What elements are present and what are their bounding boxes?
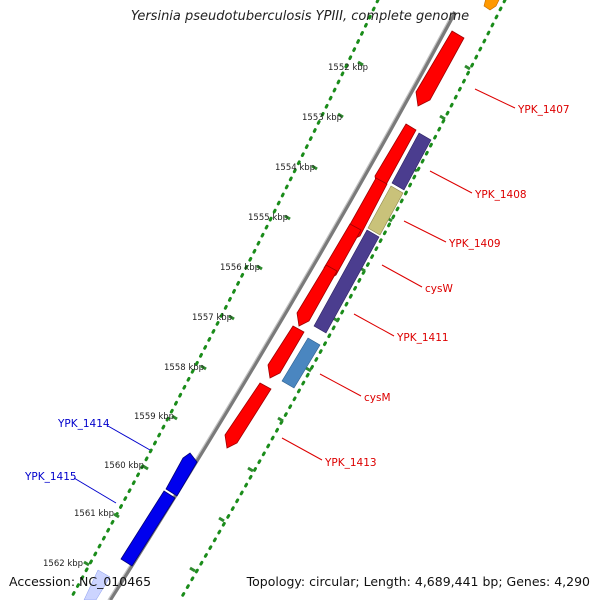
ruler-ticks xyxy=(83,60,364,567)
gene-ypk-1414 xyxy=(165,452,198,497)
forward-genes xyxy=(224,30,465,449)
tick-label-1562: 1562 kbp xyxy=(43,559,83,569)
gene-cysm xyxy=(267,325,305,379)
gene-labels: YPK_1407 YPK_1408 YPK_1409 cysW YPK_1411… xyxy=(24,104,570,483)
tick-mark xyxy=(200,364,207,371)
tick-label-1560: 1560 kbp xyxy=(104,461,144,471)
tick-label-1558: 1558 kbp xyxy=(164,363,204,373)
tick-mark xyxy=(337,112,344,119)
label-ypk-1409: YPK_1409 xyxy=(448,238,501,250)
tick-mark xyxy=(228,314,235,321)
tick-mark xyxy=(83,560,90,567)
tick-label-1554: 1554 kbp xyxy=(275,163,315,173)
accession-text: Accession: NC_010465 xyxy=(9,574,152,589)
label-ypk-1408: YPK_1408 xyxy=(474,189,527,201)
leader-ypk-1408 xyxy=(429,170,473,194)
label-ypk-1414: YPK_1414 xyxy=(57,418,110,430)
tick-labels: 1552 kbp 1553 kbp 1554 kbp 1555 kbp 1556… xyxy=(43,63,368,569)
tick-label-1559: 1559 kbp xyxy=(134,412,174,422)
label-ypk-1411: YPK_1411 xyxy=(396,332,449,344)
tick-label-1556: 1556 kbp xyxy=(220,263,260,273)
reverse-genes xyxy=(83,452,198,600)
tick-label-1552: 1552 kbp xyxy=(328,63,368,73)
leader-cysm xyxy=(319,373,362,397)
leader-ypk-1415 xyxy=(73,477,117,504)
tick-mark xyxy=(284,214,291,221)
label-ypk-1415: YPK_1415 xyxy=(24,471,77,483)
inner-track-features xyxy=(281,132,432,389)
tick-mark xyxy=(357,60,364,67)
tick-mark xyxy=(311,164,318,171)
leader-ypk-1409 xyxy=(403,220,447,243)
label-cysm: cysM xyxy=(364,392,391,404)
genome-summary-text: Topology: circular; Length: 4,689,441 bp… xyxy=(246,574,590,589)
tick-mark xyxy=(113,512,120,519)
label-ypk-1413: YPK_1413 xyxy=(324,457,377,469)
faded-gene-bottom xyxy=(83,569,111,600)
gene-ypk-1415 xyxy=(120,490,176,567)
purple-feature-1 xyxy=(391,132,432,191)
map-title: Yersinia pseudotuberculosis YPIII, compl… xyxy=(130,9,470,24)
leader-cysw xyxy=(381,264,423,288)
gene-ypk-1413 xyxy=(224,382,272,449)
leader-ypk-1407 xyxy=(474,88,516,109)
tick-label-1557: 1557 kbp xyxy=(192,313,232,323)
label-cysw: cysW xyxy=(425,283,453,295)
gene-ypk-1411 xyxy=(296,264,338,327)
orange-gene-arrow xyxy=(483,0,500,11)
tick-label-1555: 1555 kbp xyxy=(248,213,288,223)
khaki-feature xyxy=(367,185,404,236)
label-ypk-1407: YPK_1407 xyxy=(517,104,570,116)
tick-label-1561: 1561 kbp xyxy=(74,509,114,519)
leader-ypk-1414 xyxy=(107,425,151,451)
steel-feature xyxy=(281,337,321,389)
tick-mark xyxy=(256,264,263,271)
tick-mark xyxy=(171,414,178,421)
tick-mark xyxy=(142,464,149,471)
inner-dotted-ring xyxy=(178,0,507,600)
leader-ypk-1411 xyxy=(353,313,395,337)
leader-lines xyxy=(73,88,516,504)
purple-feature-2 xyxy=(313,229,380,334)
tick-label-1553: 1553 kbp xyxy=(302,113,342,123)
gene-ypk-1407 xyxy=(415,30,465,107)
leader-ypk-1413 xyxy=(281,437,323,461)
